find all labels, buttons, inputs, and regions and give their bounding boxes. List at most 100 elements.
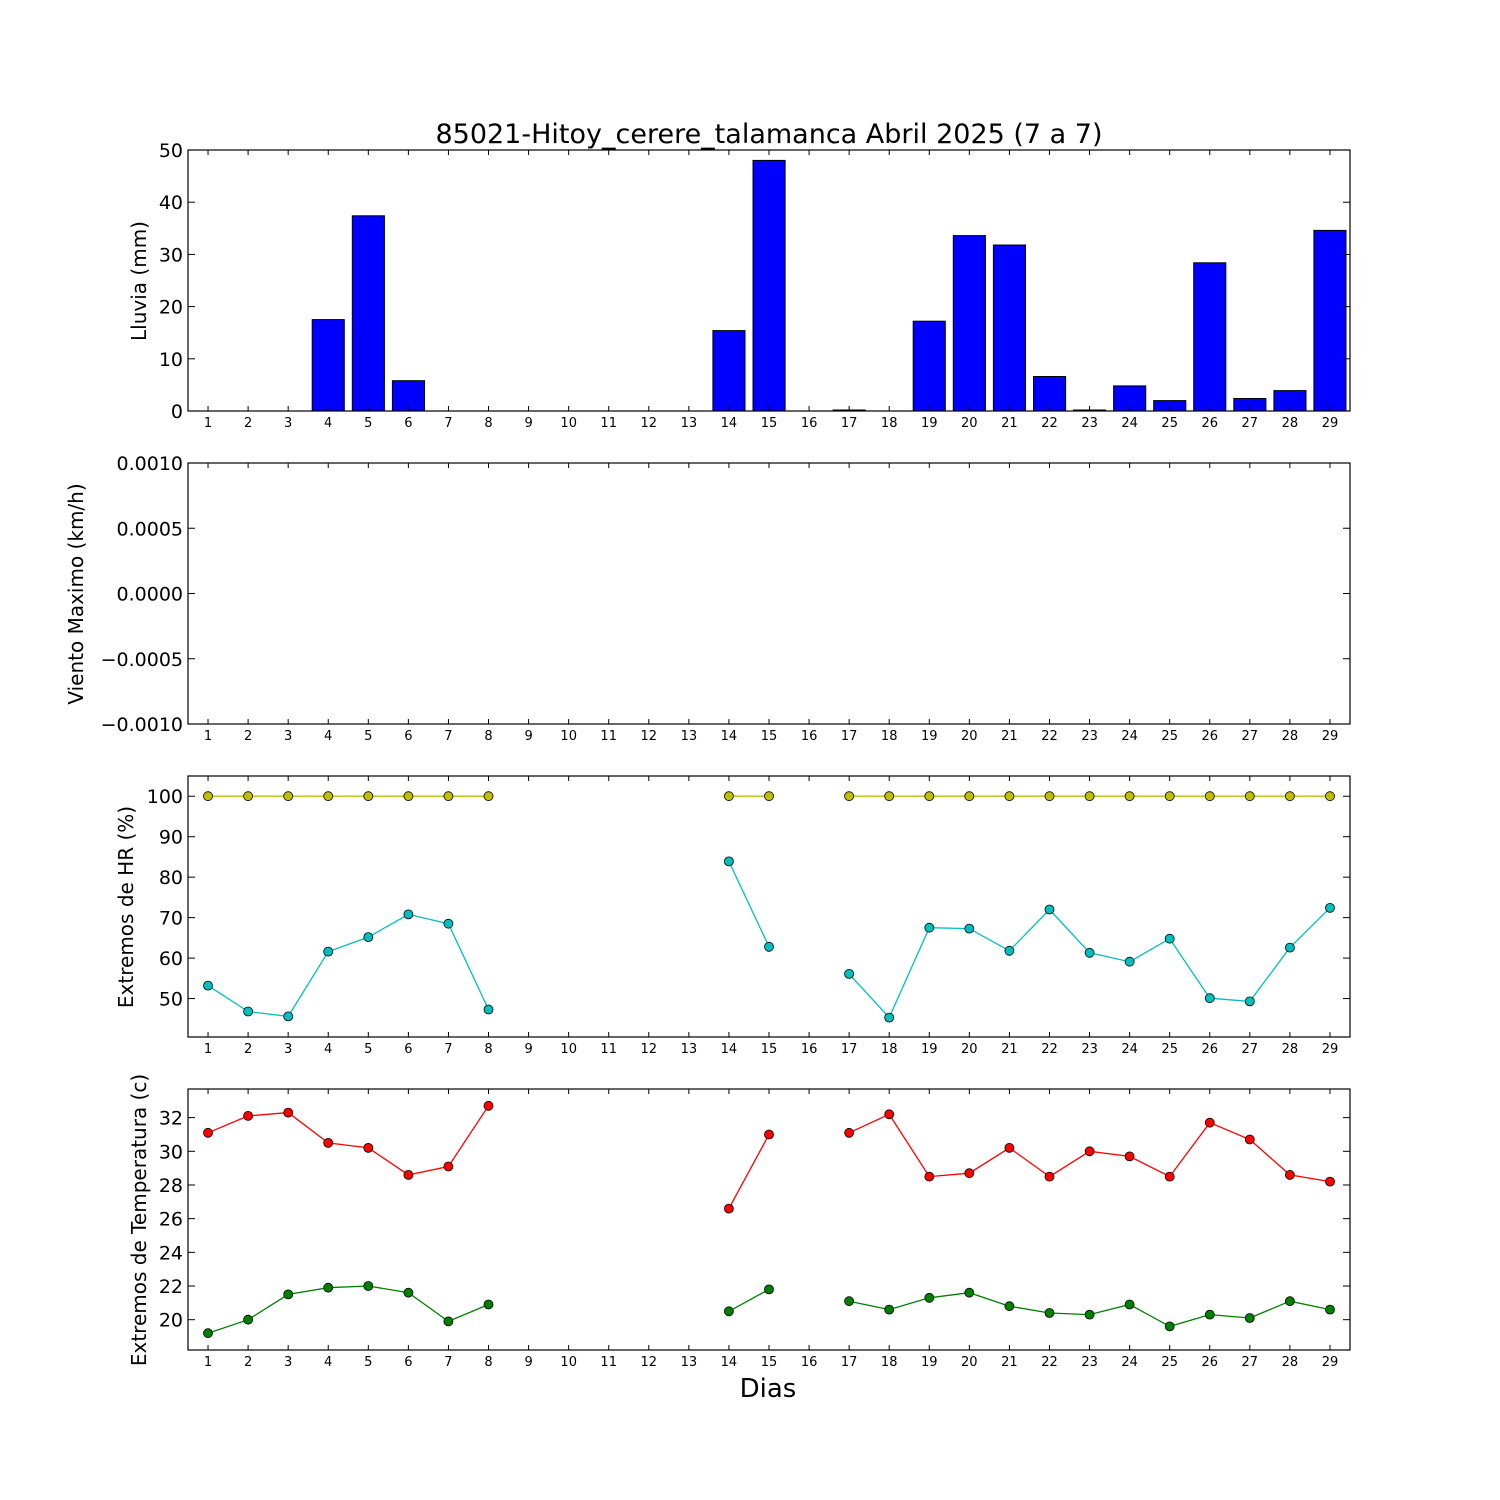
rain-x-tick-label: 26 <box>1202 416 1219 431</box>
humidity-series-1-point-day-26 <box>1204 993 1215 1004</box>
rain-bar-day-14 <box>712 330 746 412</box>
humidity-y-tick-label: 80 <box>159 867 183 889</box>
humidity-x-tick-label: 13 <box>681 1042 698 1057</box>
wind-plot: 1 2 3 4 5 6 7 8 9 10 11 12 13 14 15 16 17 18 19 20 21 22 23 24 2… <box>101 453 1351 744</box>
wind-x-tick-label: 5 <box>364 729 372 744</box>
humidity-x-tick-label: 2 <box>244 1042 252 1057</box>
humidity-y-tick-label: 90 <box>159 827 183 849</box>
humidity-series-1-point-day-23 <box>1084 947 1095 958</box>
rain-x-tick-label: 9 <box>524 416 532 431</box>
wind-y-tick-label: 0.0000 <box>117 584 183 606</box>
temperature-x-tick-label: 5 <box>364 1355 372 1370</box>
humidity-series-1-point-day-29 <box>1325 903 1335 913</box>
wind-x-tick-label: 23 <box>1081 729 1098 744</box>
temperature-x-tick-label: 9 <box>524 1355 532 1370</box>
humidity-series-1-point-day-22 <box>1044 904 1055 915</box>
temperature-x-tick-label: 25 <box>1161 1355 1178 1370</box>
temperature-x-tick-label: 20 <box>961 1355 978 1370</box>
humidity-x-tick-label: 24 <box>1121 1042 1138 1057</box>
temperature-x-tick-label: 18 <box>881 1355 898 1370</box>
rain-x-tick-label: 14 <box>721 416 738 431</box>
temperature-series-1-point-day-7 <box>443 1316 454 1327</box>
rain-x-tick-label: 15 <box>761 416 778 431</box>
rain-bar-day-29 <box>1313 229 1347 412</box>
wind-x-tick-label: 28 <box>1282 729 1299 744</box>
humidity-x-tick-label: 27 <box>1242 1042 1259 1057</box>
rain-x-tick-label: 6 <box>404 416 412 431</box>
humidity-series-0-point-day-2 <box>243 791 254 802</box>
wind-x-tick-label: 17 <box>841 729 858 744</box>
temperature-series-0-point-day-20 <box>964 1168 975 1179</box>
temperature-x-tick-label: 14 <box>721 1355 738 1370</box>
temperature-series-1-point-day-6 <box>403 1287 414 1298</box>
temperature-series-1-point-day-2 <box>243 1314 254 1325</box>
temperature-x-tick-label: 8 <box>484 1355 492 1370</box>
temperature-x-tick-label: 19 <box>921 1355 938 1370</box>
temperature-x-tick-label: 27 <box>1242 1355 1259 1370</box>
temperature-series-1-point-day-1 <box>203 1328 213 1339</box>
rain-bar-day-22 <box>1033 376 1067 412</box>
wind-y-tick-label: 0.0005 <box>117 518 183 540</box>
rain-x-tick-label: 12 <box>641 416 658 431</box>
temperature-series-0-line <box>728 1134 770 1209</box>
temperature-y-tick-label: 22 <box>159 1276 183 1298</box>
humidity-x-tick-label: 9 <box>524 1042 532 1057</box>
rain-x-tick-label: 13 <box>681 416 698 431</box>
temperature-y-tick-label: 26 <box>159 1209 183 1231</box>
chart-title: 85021-Hitoy_cerere_talamanca Abril 2025 … <box>435 119 1102 150</box>
humidity-series-1-point-day-15 <box>764 941 774 952</box>
humidity-x-tick-label: 5 <box>364 1042 372 1057</box>
temperature-x-tick-label: 29 <box>1322 1355 1339 1370</box>
wind-y-tick-label: −0.0005 <box>101 649 183 671</box>
temperature-x-tick-label: 21 <box>1001 1355 1018 1370</box>
temperature-x-tick-label: 7 <box>444 1355 452 1370</box>
rain-x-tick-label: 23 <box>1081 416 1098 431</box>
wind-y-tick-label: 0.0010 <box>117 453 183 475</box>
wind-y-axis-label: Viento Maximo (km/h) <box>64 483 88 704</box>
temperature-series-0-point-day-18 <box>884 1109 895 1120</box>
temperature-x-tick-label: 13 <box>681 1355 698 1370</box>
rain-y-tick-label: 0 <box>171 401 183 423</box>
rain-x-tick-label: 4 <box>324 416 332 431</box>
plot-areas: 1 2 3 4 5 6 7 8 9 10 11 12 13 14 15 16 17 18 19 20 21 22 23 24 2… <box>101 140 1351 1370</box>
temperature-series-0-point-day-29 <box>1325 1176 1335 1187</box>
humidity-series-1-point-day-20 <box>964 923 975 934</box>
humidity-x-tick-label: 1 <box>204 1042 212 1057</box>
rain-y-tick-label: 50 <box>159 140 183 162</box>
humidity-series-1-point-day-24 <box>1124 956 1135 967</box>
wind-x-tick-label: 15 <box>761 729 778 744</box>
humidity-series-1-point-day-25 <box>1164 933 1175 944</box>
humidity-x-tick-label: 10 <box>560 1042 577 1057</box>
temperature-series-1-point-day-18 <box>884 1304 895 1315</box>
humidity-series-1-point-day-3 <box>283 1011 294 1022</box>
temperature-series-1-point-day-15 <box>764 1284 774 1295</box>
humidity-x-tick-label: 23 <box>1081 1042 1098 1057</box>
temperature-series-1-point-day-26 <box>1204 1309 1215 1320</box>
temperature-y-axis-label: Extremos de Temperatura (c) <box>127 1074 151 1366</box>
rain-x-tick-label: 22 <box>1041 416 1058 431</box>
humidity-series-1-point-day-1 <box>203 980 213 991</box>
temperature-y-tick-label: 20 <box>159 1310 183 1332</box>
rain-x-tick-label: 21 <box>1001 416 1018 431</box>
humidity-series-1-point-day-4 <box>323 946 334 957</box>
humidity-series-0-point-day-29 <box>1325 791 1335 802</box>
temperature-series-0-point-day-17 <box>844 1127 854 1138</box>
rain-x-tick-label: 24 <box>1121 416 1138 431</box>
temperature-x-tick-label: 15 <box>761 1355 778 1370</box>
rain-x-tick-label: 7 <box>444 416 452 431</box>
temperature-series-0-point-day-19 <box>924 1171 935 1182</box>
rain-bar-day-4 <box>311 319 345 412</box>
rain-x-tick-label: 17 <box>841 416 858 431</box>
humidity-y-tick-label: 60 <box>159 948 183 970</box>
temperature-series-0-point-day-27 <box>1244 1134 1255 1145</box>
temperature-x-tick-label: 16 <box>801 1355 818 1370</box>
wind-x-tick-label: 10 <box>560 729 577 744</box>
humidity-series-0-point-day-5 <box>363 791 374 802</box>
temperature-x-tick-label: 24 <box>1121 1355 1138 1370</box>
rain-x-tick-label: 3 <box>284 416 292 431</box>
wind-x-tick-label: 8 <box>484 729 492 744</box>
humidity-y-tick-label: 50 <box>159 989 183 1011</box>
wind-x-tick-label: 6 <box>404 729 412 744</box>
humidity-x-tick-label: 19 <box>921 1042 938 1057</box>
temperature-series-0-point-day-5 <box>363 1143 374 1153</box>
